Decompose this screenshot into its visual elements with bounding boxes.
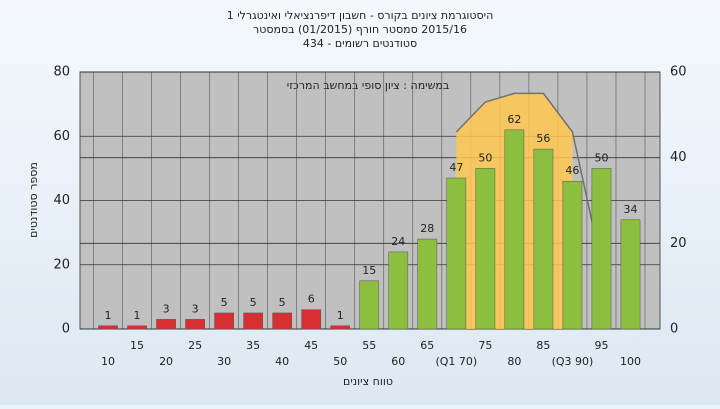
bar (417, 238, 438, 330)
y-tick-label: 40 (53, 193, 70, 208)
x-tick-label: 20 (159, 355, 173, 368)
value-label: 50 (594, 151, 608, 164)
value-label: 15 (362, 264, 376, 277)
x-tick-label: 80 (507, 355, 521, 368)
x-tick-label: 50 (333, 355, 347, 368)
y-tick-label: 60 (53, 129, 70, 144)
value-label: 47 (449, 161, 463, 174)
bar (620, 219, 641, 330)
x-tick-label: 75 (478, 339, 492, 352)
value-label: 6 (308, 293, 315, 306)
x-axis-label: טווח ציונים (343, 375, 393, 388)
x-tick-label: 35 (246, 339, 260, 352)
value-label: 1 (134, 309, 141, 322)
value-label: 5 (250, 296, 257, 309)
bar (446, 177, 467, 330)
bar (330, 325, 351, 330)
chart-subtitle: 2015/16 סמסטר חורף (01/2015) בסמסטר (253, 23, 467, 36)
bar (359, 280, 380, 330)
annotation: במשימה : ציון סופי במחשב המרכזי (287, 79, 450, 92)
x-tick-label: 10 (101, 355, 115, 368)
x-tick-label: 40 (275, 355, 289, 368)
bar (591, 168, 612, 330)
curve-line (455, 92, 603, 265)
bar (98, 325, 118, 330)
y-tick-label: 0 (62, 322, 70, 337)
x-tick-label: 15 (130, 339, 144, 352)
y-tick-label: 80 (53, 65, 70, 80)
x-tick-label: 95 (594, 339, 608, 352)
value-label: 3 (192, 302, 199, 315)
chart-subtitle: סטודנטים רשומים - 434 (303, 37, 417, 50)
x-tick-label: 85 (536, 339, 550, 352)
value-label: 3 (163, 302, 170, 315)
bar (156, 319, 176, 330)
value-label: 5 (221, 296, 228, 309)
value-label: 5 (279, 296, 286, 309)
bar (185, 319, 205, 330)
value-label: 46 (565, 164, 579, 177)
y-tick-label: 20 (53, 257, 70, 272)
bar (272, 312, 292, 330)
bar (214, 312, 234, 330)
y2-tick-label: 0 (670, 322, 678, 337)
value-label: 1 (105, 309, 112, 322)
y-axis-label: מספר סטודנטים (27, 162, 40, 238)
x-tick-label: (Q1 70) (435, 355, 477, 368)
value-label: 56 (536, 132, 550, 145)
value-label: 50 (478, 151, 492, 164)
x-tick-label: 25 (188, 339, 202, 352)
x-tick-label: 30 (217, 355, 231, 368)
value-label: 24 (391, 235, 405, 248)
bar (475, 168, 496, 330)
bar (562, 180, 583, 330)
x-tick-label: 65 (420, 339, 434, 352)
bar (301, 309, 322, 330)
chart-title: היסטוגרמת ציונים בקורס - חשבון דיפרנציאל… (227, 9, 494, 22)
bar (504, 129, 525, 330)
value-label: 34 (623, 203, 637, 216)
value-label: 1 (337, 309, 344, 322)
bar (243, 312, 263, 330)
x-tick-label: 55 (362, 339, 376, 352)
value-label: 28 (420, 222, 434, 235)
x-tick-label: 45 (304, 339, 318, 352)
x-tick-label: 60 (391, 355, 405, 368)
y2-tick-label: 40 (670, 150, 687, 165)
y2-tick-label: 20 (670, 236, 687, 251)
bar (127, 325, 147, 330)
bar (388, 251, 409, 330)
y2-tick-label: 60 (670, 65, 687, 80)
bar (533, 148, 554, 330)
x-tick-label: (Q3 90) (552, 355, 594, 368)
value-label: 62 (507, 113, 521, 126)
x-tick-label: 100 (620, 355, 641, 368)
